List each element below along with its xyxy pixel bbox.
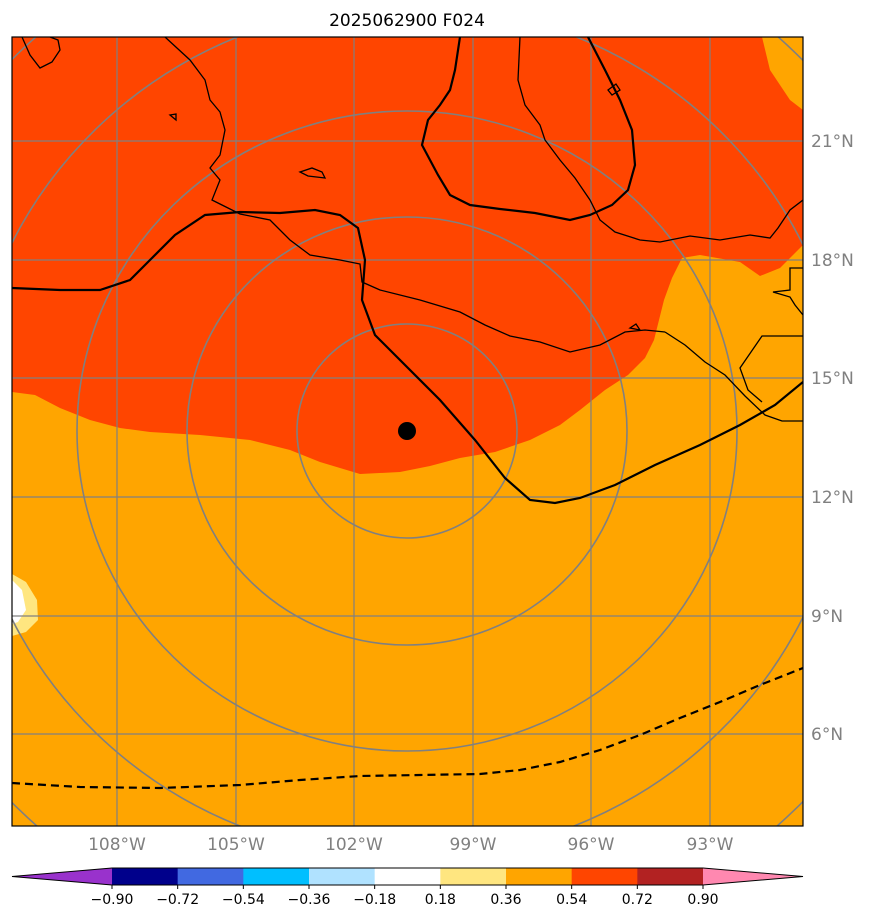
colorbar-segment — [177, 868, 244, 885]
colorbar-tick-label: −0.90 — [91, 892, 134, 908]
lon-label-108w: 108°W — [88, 835, 146, 855]
zero-contour-solid-2 — [420, 37, 637, 222]
colorbar-tick-label: 0.72 — [622, 892, 653, 908]
colorbar-extend-high — [703, 868, 803, 885]
colorbar-tick-label: −0.18 — [353, 892, 396, 908]
colorbar-tick-label: −0.72 — [156, 892, 199, 908]
coastlines — [21, 37, 803, 422]
storm-center-marker — [398, 422, 416, 440]
colorbar-tick-label: −0.54 — [222, 892, 265, 908]
lat-label-21n: 21°N — [811, 132, 854, 152]
colorbar-segment — [506, 868, 573, 885]
lon-labels: 108°W 105°W 102°W 99°W 96°W 93°W — [88, 835, 734, 855]
colorbar-segment — [440, 868, 507, 885]
lat-label-9n: 9°N — [811, 607, 843, 627]
lon-label-105w: 105°W — [207, 835, 265, 855]
field-band-white — [12, 580, 26, 624]
colorbar-segment — [112, 868, 179, 885]
lat-labels: 21°N 18°N 15°N 12°N 9°N 6°N — [811, 132, 854, 745]
colorbar-extend-low — [12, 868, 112, 885]
colorbar-tick-label: −0.36 — [288, 892, 331, 908]
lat-label-12n: 12°N — [811, 488, 854, 508]
zero-contour-solid — [12, 208, 803, 505]
map-border — [11, 36, 804, 827]
map-title: 2025062900 F024 — [329, 11, 485, 31]
colorbar-tick-label: 0.36 — [490, 892, 521, 908]
graticule — [12, 37, 803, 826]
lon-label-93w: 93°W — [687, 835, 734, 855]
lon-label-102w: 102°W — [325, 835, 383, 855]
colorbar-segment — [637, 868, 704, 885]
zero-contour-dashed — [12, 666, 803, 790]
colorbar-segment — [243, 868, 310, 885]
colorbar-tick-label: 0.18 — [425, 892, 456, 908]
lat-label-15n: 15°N — [811, 369, 854, 389]
colorbar-segment — [571, 868, 638, 885]
lon-label-96w: 96°W — [568, 835, 615, 855]
lat-label-6n: 6°N — [811, 725, 843, 745]
contour-lines — [12, 37, 803, 790]
colorbar-segment — [309, 868, 376, 885]
field-band-red — [12, 37, 803, 474]
colorbar-tick-label: 0.90 — [687, 892, 718, 908]
colorbar: −0.90 −0.72 −0.54 −0.36 −0.18 0.18 0.36 0.54 0.7… — [11, 867, 804, 908]
lat-label-18n: 18°N — [811, 251, 854, 271]
colorbar-segment — [374, 868, 441, 885]
lon-label-99w: 99°W — [450, 835, 497, 855]
colorbar-tick-label: 0.54 — [556, 892, 587, 908]
